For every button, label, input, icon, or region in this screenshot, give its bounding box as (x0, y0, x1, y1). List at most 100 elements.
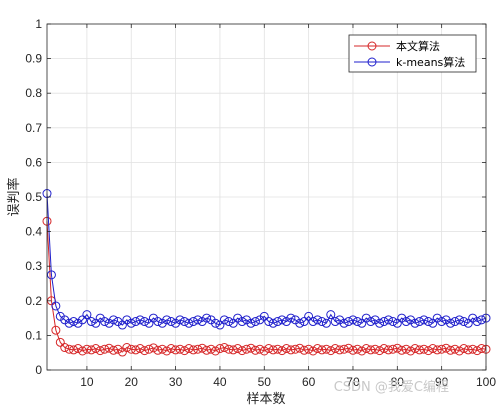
series-1-point (459, 344, 469, 354)
series-1-point (77, 346, 87, 356)
series-1-point (104, 343, 114, 353)
series-1-point (237, 346, 247, 356)
series-2-point (51, 301, 61, 311)
series-1-point (73, 344, 83, 354)
series-2-point (392, 318, 402, 328)
series-1-point (304, 344, 314, 354)
series-1-point (69, 345, 79, 355)
series-1-point (64, 344, 74, 354)
series-1-point (264, 344, 274, 354)
series-2-point (215, 320, 225, 330)
series-2-point (401, 317, 411, 327)
x-tick-label: 100 (476, 375, 496, 389)
series-1-point (126, 344, 136, 354)
series-1-point (330, 344, 340, 354)
series-1-point (100, 344, 110, 354)
series-1-point (321, 344, 331, 354)
series-1-point (299, 345, 309, 355)
x-tick-label: 40 (213, 375, 227, 389)
series-2-point (246, 318, 256, 328)
series-2-point (91, 318, 101, 328)
series-1-point (339, 344, 349, 354)
series-2-point (366, 317, 376, 327)
series-2-point (477, 315, 487, 325)
x-tick-label: 20 (125, 375, 139, 389)
series-1-point (219, 343, 229, 353)
series-2-point (77, 315, 87, 325)
series-1-point (82, 344, 92, 354)
series-1-point (175, 344, 185, 354)
series-2-point (64, 318, 74, 328)
series-1-point (432, 345, 442, 355)
x-axis-label: 样本数 (246, 392, 285, 407)
series-1-point (193, 344, 203, 354)
series-2-point (437, 317, 447, 327)
series-2-point (162, 315, 172, 325)
series-1-point (357, 346, 367, 356)
series-2-point (46, 270, 56, 280)
series-2-point (286, 313, 296, 323)
series-2-point (126, 318, 136, 328)
series-1-point (233, 344, 243, 354)
series-2-point (348, 315, 358, 325)
series-2-point (472, 317, 482, 327)
series-1-point (344, 343, 354, 353)
series-2-point (82, 310, 92, 320)
x-tick-label: 70 (346, 375, 360, 389)
series-2-point (414, 317, 424, 327)
x-tick-label: 80 (391, 375, 405, 389)
series-1 (42, 216, 491, 357)
series-1-point (295, 343, 305, 353)
series-1-point (215, 344, 225, 354)
series-1-point (250, 345, 260, 355)
series-1-point (472, 346, 482, 356)
series-2-point (295, 318, 305, 328)
series-1-point (326, 346, 336, 356)
series-1-point (423, 346, 433, 356)
series-1-point (242, 344, 252, 354)
series-2-point (446, 318, 456, 328)
series-1-point (60, 343, 70, 353)
series-1-point (268, 345, 278, 355)
y-tick-label: 0.5 (25, 190, 42, 204)
series-2-point (321, 318, 331, 328)
series-1-point (188, 345, 198, 355)
y-tick-label: 0.4 (25, 225, 42, 239)
series-1-point (463, 345, 473, 355)
series-2-line (46, 193, 487, 326)
series-2-point (264, 317, 274, 327)
series-2-point (410, 318, 420, 328)
x-tick-label: 30 (169, 375, 183, 389)
series-2-point (259, 311, 269, 321)
series-1-point (206, 344, 216, 354)
series-2-point (184, 318, 194, 328)
series-2-point (202, 313, 212, 323)
series-1-point (308, 346, 318, 356)
series-2-point (423, 317, 433, 327)
legend-label-series-1: 本文算法 (396, 39, 440, 53)
series-1-point (157, 344, 167, 354)
x-tick-label: 60 (302, 375, 316, 389)
series-1-point (437, 344, 447, 354)
series-1-point (419, 344, 429, 354)
y-axis-label: 误判率 (6, 177, 22, 216)
series-2-point (454, 315, 464, 325)
series-2-point (299, 317, 309, 327)
series-2-point (308, 317, 318, 327)
y-tick-label: 1 (35, 17, 42, 31)
series-1-point (55, 337, 65, 347)
series-1-point (179, 346, 189, 356)
y-tick-label: 0.6 (25, 155, 42, 169)
series-2-point (273, 317, 283, 327)
series-2-point (166, 317, 176, 327)
series-1-point (166, 344, 176, 354)
series-2-point (383, 315, 393, 325)
series-1-point (317, 345, 327, 355)
series-2-point (388, 317, 398, 327)
tick-marks (47, 23, 487, 371)
series-2-point (224, 317, 234, 327)
y-tick-label: 0.1 (25, 328, 42, 342)
series-2-point (179, 317, 189, 327)
series-1-point (86, 345, 96, 355)
